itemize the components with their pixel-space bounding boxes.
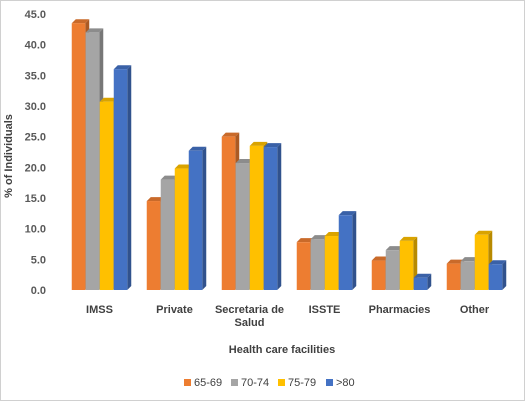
bar <box>413 273 432 290</box>
legend-label: >80 <box>336 377 355 389</box>
bar-side <box>352 211 357 290</box>
bar-top <box>324 232 343 237</box>
y-tick-label: 45.0 <box>25 9 46 21</box>
legend-swatch <box>278 379 285 386</box>
x-tick-label: Pharmacies <box>369 304 431 316</box>
bar-front <box>488 264 503 290</box>
bar-top <box>85 28 104 33</box>
legend-item: 65-69 <box>184 377 222 389</box>
bar-top <box>474 230 493 235</box>
bar <box>113 65 132 290</box>
bar-top <box>113 65 132 70</box>
y-tick-label: 25.0 <box>25 132 46 144</box>
bar-top <box>385 246 404 251</box>
bar-top <box>71 19 90 24</box>
x-axis-categories: IMSS Private Secretaria de Salud ISSTE Pharma… <box>86 304 490 329</box>
y-axis-title: % of Individuals <box>3 114 15 198</box>
bar-top <box>263 143 282 148</box>
legend-item: 70-74 <box>231 377 269 389</box>
y-tick-label: 30.0 <box>25 101 46 113</box>
legend: 65-69 70-74 75-79 >80 <box>184 377 355 389</box>
legend-item: 75-79 <box>278 377 316 389</box>
bar-front <box>99 101 114 290</box>
bar <box>85 28 104 291</box>
bar-side <box>202 146 207 290</box>
bar-top <box>249 141 268 146</box>
bar-front <box>460 261 475 290</box>
bar-top <box>488 260 507 265</box>
bar-top <box>221 132 240 137</box>
x-tick-label: Secretaria de Salud <box>215 304 284 329</box>
legend-swatch <box>326 379 333 386</box>
legend-swatch <box>184 379 191 386</box>
legend-swatch <box>231 379 238 386</box>
bar-front <box>221 136 236 290</box>
y-tick-label: 10.0 <box>25 224 46 236</box>
legend-item: >80 <box>326 377 355 389</box>
bar-top <box>174 164 193 169</box>
bar <box>399 236 418 290</box>
legend-label: 70-74 <box>241 377 269 389</box>
x-tick-label: ISSTE <box>309 304 341 316</box>
bars-layer <box>71 19 507 291</box>
bar-front <box>249 145 264 290</box>
y-tick-label: 35.0 <box>25 70 46 82</box>
bar-top <box>310 235 329 240</box>
bar-top <box>235 159 254 164</box>
legend-label: 75-79 <box>288 377 316 389</box>
bar-front <box>296 242 311 290</box>
bar-front <box>113 69 128 290</box>
x-tick-label: Other <box>460 304 490 316</box>
y-tick-label: 0.0 <box>31 285 46 297</box>
bar-side <box>127 65 132 290</box>
bar-front <box>263 147 278 290</box>
bar-front <box>146 201 161 290</box>
y-tick-label: 5.0 <box>31 254 46 266</box>
bar-top <box>99 97 118 102</box>
y-tick-label: 20.0 <box>25 162 46 174</box>
bar-front <box>235 163 250 290</box>
bar-top <box>338 211 357 216</box>
bar-front <box>446 263 461 290</box>
legend-label: 65-69 <box>194 377 222 389</box>
bar-side <box>427 273 432 290</box>
bar-side <box>502 260 507 290</box>
bar-top <box>160 175 179 180</box>
bar-top <box>446 259 465 264</box>
y-tick-label: 40.0 <box>25 40 46 52</box>
bar <box>188 146 207 290</box>
bar-front <box>474 234 489 290</box>
bar-front <box>160 179 175 290</box>
bar-front <box>85 32 100 291</box>
bar-front <box>385 250 400 290</box>
x-tick-label: IMSS <box>86 304 113 316</box>
bar <box>338 211 357 290</box>
bar-top <box>460 257 479 262</box>
y-tick-label: 15.0 <box>25 193 46 205</box>
bar-front <box>413 277 428 290</box>
bar-top <box>399 236 418 241</box>
bar-front <box>324 236 339 290</box>
bar-front <box>174 168 189 290</box>
bar-side <box>277 143 282 290</box>
bar-top <box>413 273 432 278</box>
bar-front <box>371 260 386 290</box>
y-axis-ticks: 0.0 5.0 10.0 15.0 20.0 25.0 30.0 35.0 40.0 45.0 <box>25 9 46 297</box>
bar-front <box>399 240 414 290</box>
bar-top <box>188 146 207 151</box>
bar-front <box>71 23 86 290</box>
x-axis-title: Health care facilities <box>229 344 335 356</box>
bar-top <box>371 256 390 261</box>
bar-top <box>146 197 165 202</box>
bar-top <box>296 238 315 243</box>
bar <box>263 143 282 290</box>
x-tick-label: Private <box>156 304 193 316</box>
bar-front <box>310 239 325 290</box>
bar <box>488 260 507 290</box>
bar-front <box>188 150 203 290</box>
bar-front <box>338 215 353 290</box>
